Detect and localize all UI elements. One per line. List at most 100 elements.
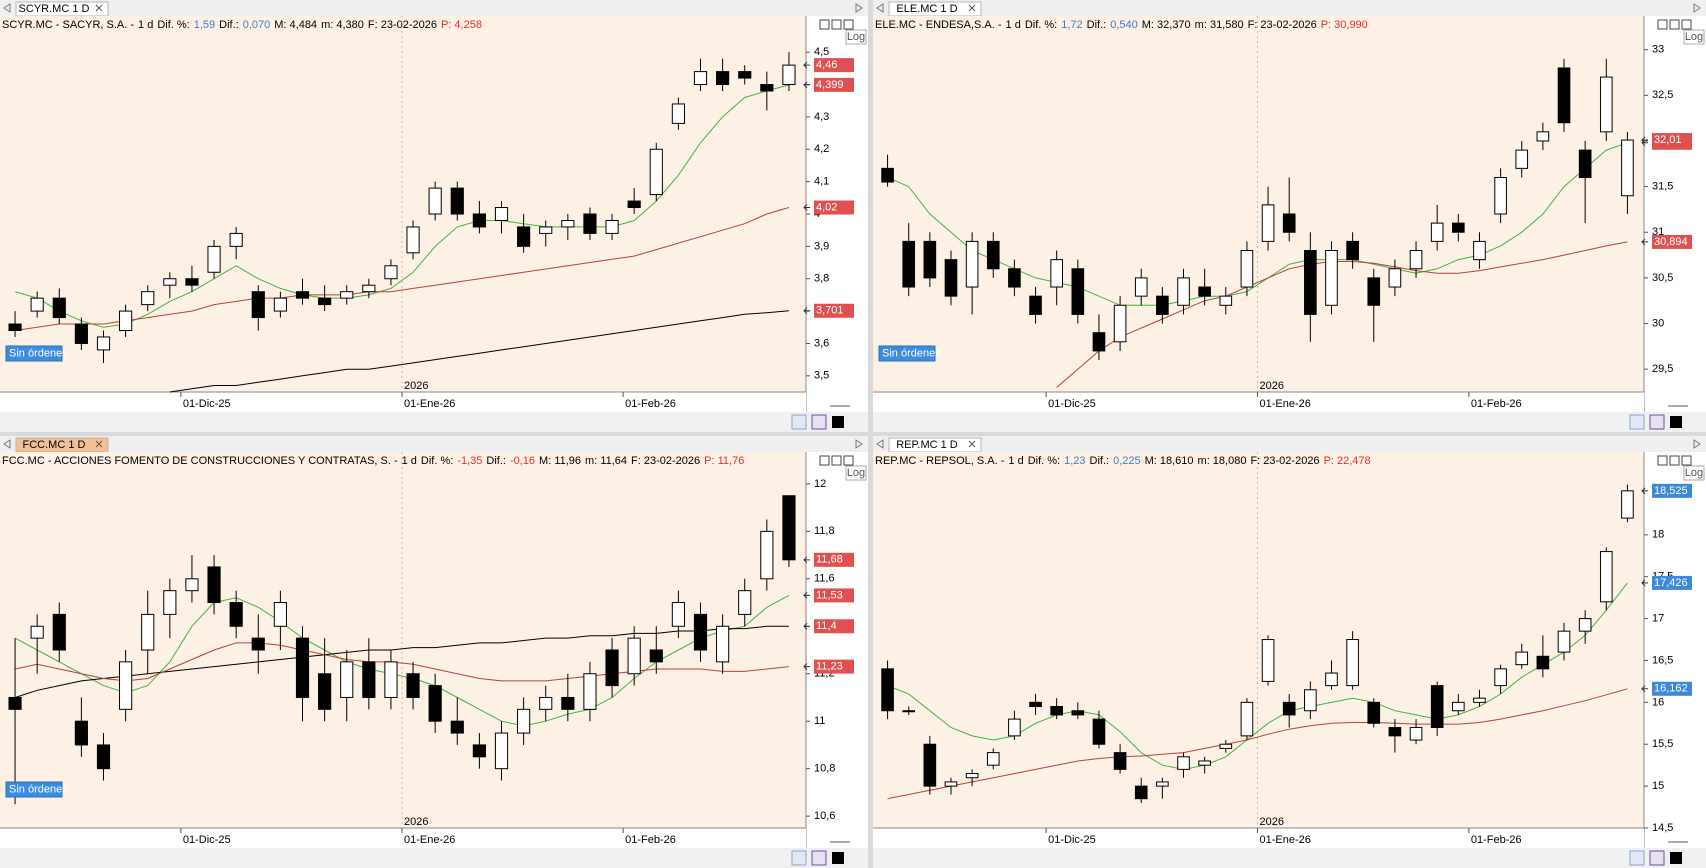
moving-average-line [14,84,790,328]
candle-body [1261,639,1275,682]
close-button[interactable] [1681,19,1692,30]
y-tick-label: 31,5 [1652,181,1673,193]
candle-body [923,743,937,787]
candle-body [229,232,243,247]
candle-body [273,297,287,312]
candle-body [1261,204,1275,242]
candle-body [517,708,531,734]
save-button[interactable] [1649,414,1665,430]
y-tick-label: 11,8 [814,525,835,537]
y-tick-label: 12 [814,478,826,490]
tab-close[interactable] [968,440,976,448]
candle-body [163,590,177,615]
orders-badge[interactable] [878,345,936,362]
last-value-box [814,619,854,634]
fill-button[interactable] [1670,852,1682,864]
candle-body [207,245,221,273]
candle-body [1578,149,1592,178]
tab-close[interactable] [968,4,976,12]
candle-body [760,84,774,92]
year-marker-label: 2026 [1260,816,1284,828]
fill-button[interactable] [1670,416,1682,428]
candle-body [450,720,464,734]
tab-close[interactable] [95,4,103,12]
orders-label: Sin órdenes [9,347,68,359]
header-info: FCC.MC - ACCIONES FOMENTO DE CONSTRUCCIO… [2,455,744,467]
save-button[interactable] [1649,850,1665,866]
candle-body [1156,781,1169,787]
y-tick-label: 3,5 [814,370,829,382]
maximize-button[interactable] [831,19,842,30]
header-segment: M: 32,370 [1142,19,1191,31]
orders-badge[interactable] [5,345,63,362]
minimize-button[interactable] [1657,455,1668,466]
candle-body [716,71,730,86]
log-button[interactable] [845,29,867,45]
maximize-button[interactable] [1669,19,1680,30]
candle-body [1282,701,1296,716]
y-tick-label: 30,5 [1652,272,1673,284]
close-button[interactable] [843,19,854,30]
log-button[interactable] [1683,465,1705,481]
save-button[interactable] [811,414,827,430]
candle-body [1092,332,1106,352]
x-tick-label: 01-Feb-26 [625,834,676,846]
x-tick-label: 01-Ene-26 [1260,834,1311,846]
minimize-button[interactable] [1657,19,1668,30]
minimize-button[interactable] [819,455,830,466]
minimize-button[interactable] [819,19,830,30]
maximize-button[interactable] [831,455,842,466]
log-button[interactable] [845,465,867,481]
last-value-box [1652,483,1692,498]
maximize-button[interactable] [1669,455,1680,466]
last-value-label: 4,02 [816,201,837,213]
tab-scroll-right[interactable] [1693,3,1701,13]
save-button[interactable] [811,850,827,866]
fill-button[interactable] [832,852,844,864]
orders-badge[interactable] [5,781,63,798]
moving-average-line [1056,241,1628,388]
header-segment: Dif.: [1090,455,1110,467]
header-segment: M: 11,96 [539,455,581,467]
y-tick-label: 33 [1652,44,1664,56]
candle-body [362,284,376,293]
x-tick-label: 01-Dic-25 [183,834,231,846]
candle-body [119,310,133,332]
candle-body [605,219,619,234]
tab-scroll-left[interactable] [3,439,11,449]
scroll-button[interactable] [791,850,807,866]
scroll-button[interactable] [791,414,807,430]
tab-scroll-left[interactable] [876,439,884,449]
tab-scroll-left[interactable] [876,3,884,13]
close-button[interactable] [843,455,854,466]
log-button[interactable] [1683,29,1705,45]
scroll-button[interactable] [1629,850,1645,866]
tab-scroll-left[interactable] [3,3,11,13]
candle-body [428,187,442,215]
candle-body [52,297,66,319]
y-tick-label: 18 [1652,529,1664,541]
candle-body [986,752,1000,766]
orders-label: Sin órdenes [882,347,941,359]
tab-close[interactable] [95,440,103,448]
header-segment: REP.MC - REPSOL, S.A. - [875,455,1005,467]
last-value-label: 11,4 [816,620,837,632]
scroll-button[interactable] [1629,414,1645,430]
candle-body [74,323,88,344]
tab-scroll-right[interactable] [855,439,863,449]
tab-bar [873,436,1706,452]
tab-scroll-right[interactable] [1693,439,1701,449]
tab-scroll-right[interactable] [855,3,863,13]
last-value-label: 18,525 [1654,485,1688,497]
year-marker-label: 2026 [404,816,428,828]
header-segment: 0,070 [243,19,271,31]
candle-body [1134,785,1148,800]
plot-area [0,16,806,392]
header-segment: m: 11,64 [585,455,627,467]
candle-body [627,200,641,209]
header-segment: m: 4,380 [321,19,364,31]
close-button[interactable] [1681,455,1692,466]
candle-body [671,602,685,627]
fill-button[interactable] [832,416,844,428]
